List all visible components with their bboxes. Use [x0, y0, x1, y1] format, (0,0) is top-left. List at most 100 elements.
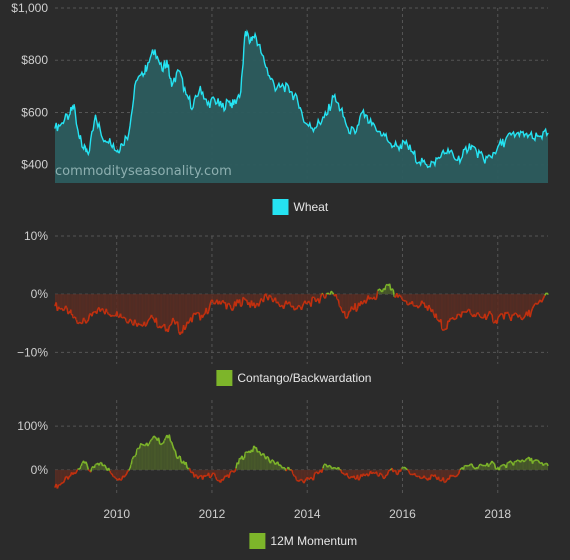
series-line-segment: [428, 304, 431, 309]
data-point: [221, 106, 223, 108]
data-point: [387, 284, 389, 287]
series-area-segment: [438, 294, 440, 323]
data-point: [280, 305, 282, 307]
series-line-segment: [385, 283, 388, 286]
data-point: [154, 49, 156, 51]
series-line-segment: [329, 465, 332, 468]
series-area-segment: [532, 294, 534, 309]
x-tick-label: 2016: [389, 507, 416, 521]
series-line-segment: [142, 443, 145, 447]
series-area-segment: [89, 294, 91, 315]
data-point: [497, 467, 499, 469]
series-line-segment: [174, 450, 178, 457]
series-area-segment: [507, 462, 509, 470]
series-area-segment: [439, 469, 441, 481]
data-point: [390, 469, 392, 471]
series-area-segment: [246, 452, 248, 470]
data-point: [78, 135, 80, 137]
series-line-segment: [401, 466, 404, 470]
series-area-segment: [165, 435, 167, 470]
series-line-segment: [216, 479, 219, 482]
series-line-segment: [285, 468, 288, 472]
series-area-segment: [56, 469, 58, 489]
series-area-segment: [351, 294, 353, 309]
series-line-segment: [184, 326, 187, 331]
data-point: [152, 316, 154, 319]
series-area-segment: [499, 294, 501, 317]
series-area-segment: [100, 462, 102, 470]
data-point: [118, 477, 120, 480]
series-line-segment: [372, 471, 375, 474]
series-area-segment: [421, 469, 423, 479]
series-area-segment: [168, 294, 170, 332]
series-line-segment: [507, 313, 511, 318]
series-line-segment: [85, 321, 88, 324]
data-point: [425, 164, 428, 166]
data-point: [90, 471, 92, 473]
series-area-segment: [271, 459, 273, 470]
series-line-segment: [490, 313, 493, 316]
series-line-segment: [325, 292, 329, 295]
series-line-segment: [139, 323, 142, 326]
series-area-segment: [227, 294, 229, 304]
series-line-segment: [335, 467, 338, 470]
series-area-segment: [250, 449, 252, 470]
data-point: [183, 460, 185, 462]
data-point: [259, 302, 261, 304]
series-area-segment: [387, 284, 389, 295]
data-point: [61, 308, 63, 310]
series-line-segment: [320, 467, 324, 473]
data-point: [180, 331, 182, 333]
series-line-segment: [77, 322, 80, 325]
series-area-segment: [307, 469, 309, 480]
series-area-segment: [170, 441, 172, 470]
series-area-segment: [82, 294, 84, 324]
series-area-segment: [352, 294, 354, 311]
series-area-segment: [420, 469, 422, 479]
series-area-segment: [349, 469, 351, 479]
data-point: [87, 153, 89, 155]
data-point: [418, 475, 420, 477]
x-tick-label: 2018: [484, 507, 511, 521]
series-area-segment: [278, 294, 281, 307]
series-area-segment: [431, 469, 433, 476]
series-area-segment: [433, 294, 435, 318]
series-line-segment: [170, 441, 174, 447]
data-point: [440, 480, 442, 482]
series-area-segment: [57, 469, 59, 489]
series-area-segment: [476, 294, 478, 315]
series-area-segment: [185, 294, 188, 327]
series-line-segment: [508, 460, 511, 464]
series-area-segment: [82, 461, 84, 470]
series-line-segment: [543, 462, 547, 466]
data-point: [54, 305, 56, 307]
data-point: [290, 91, 292, 93]
series-line-segment: [287, 466, 291, 471]
series-area-segment: [155, 294, 157, 323]
series-line-segment: [405, 468, 408, 471]
series-area-segment: [263, 453, 265, 470]
legend-swatch: [272, 199, 289, 215]
data-point: [102, 308, 104, 310]
series-line-segment: [254, 304, 258, 309]
y-tick-label: $600: [21, 105, 48, 119]
series-area-segment: [120, 294, 122, 318]
series-area-segment: [290, 294, 292, 308]
data-point: [523, 316, 525, 319]
series-line-segment: [262, 453, 266, 457]
series-area-segment: [152, 294, 154, 320]
series-line-segment: [487, 464, 491, 468]
series-area-segment: [514, 461, 516, 470]
series-area-segment: [140, 294, 142, 327]
data-point: [476, 467, 478, 469]
series-area-segment: [287, 294, 289, 305]
data-point: [526, 458, 528, 460]
series-area-segment: [518, 460, 520, 470]
series-area-segment: [162, 294, 164, 327]
series-line-segment: [195, 473, 198, 477]
series-area-segment: [442, 294, 444, 331]
series-area-segment: [465, 294, 468, 313]
series-area-segment: [178, 456, 181, 470]
series-area-segment: [132, 456, 134, 470]
series-line-segment: [91, 311, 94, 317]
